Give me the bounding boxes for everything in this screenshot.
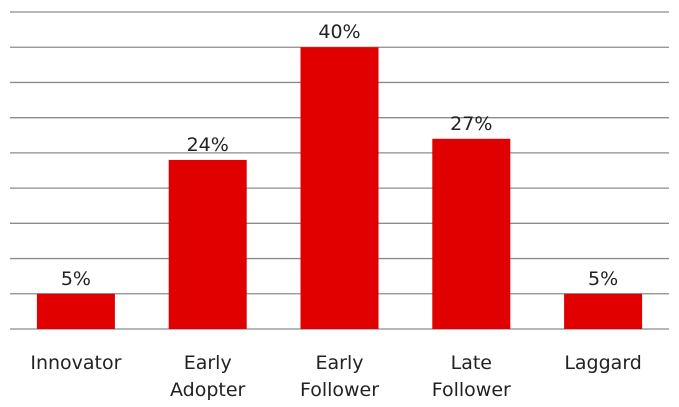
category-label: Innovator (30, 352, 121, 374)
data-label: 5% (588, 268, 618, 290)
data-label: 40% (318, 21, 360, 43)
bar (564, 293, 643, 329)
category-label: Early Adopter (170, 352, 246, 401)
data-labels: 5% 24% 40% 27% 5% (61, 21, 618, 290)
data-label: 5% (61, 268, 91, 290)
category-label: Early Follower (300, 352, 379, 401)
bars (36, 47, 643, 329)
category-label-line: Follower (432, 379, 511, 401)
bar (432, 138, 511, 329)
category-label-line: Early (184, 352, 232, 374)
category-label: Late Follower (432, 352, 511, 401)
bar (168, 159, 247, 329)
category-label-line: Early (316, 352, 364, 374)
category-label-line: Adopter (170, 379, 246, 401)
bar (36, 293, 115, 329)
category-label-line: Late (451, 352, 492, 374)
bar (300, 47, 379, 329)
category-axis-labels: Innovator Early Adopter Early Follower Late Fo… (30, 352, 642, 401)
category-label-line: Laggard (564, 352, 642, 374)
category-label-line: Follower (300, 379, 379, 401)
data-label: 24% (187, 134, 229, 156)
data-label: 27% (450, 113, 492, 135)
category-label: Laggard (564, 352, 642, 374)
category-label-line: Innovator (30, 352, 121, 374)
